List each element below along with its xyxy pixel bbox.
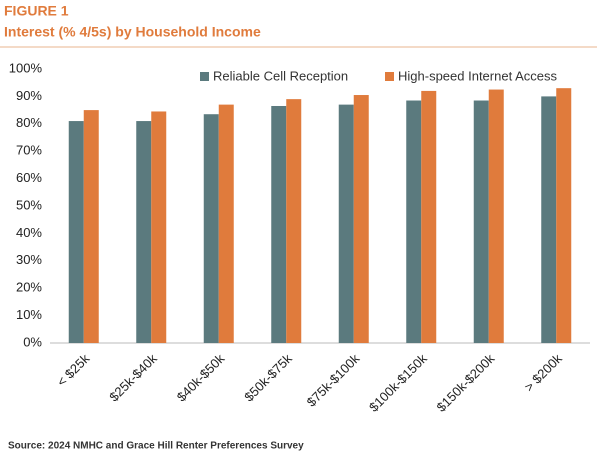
x-tick-label: $150k-$200k [434, 351, 498, 415]
bar [353, 95, 369, 343]
figure-label: FIGURE 1 [4, 3, 69, 19]
y-tick-label: 80% [16, 115, 42, 130]
x-tick-label: $25k-$40k [106, 351, 160, 405]
bar [541, 96, 557, 344]
y-tick-label: 20% [16, 280, 42, 295]
x-tick-label: < $25k [54, 351, 93, 390]
chart-title: Interest (% 4/5s) by Household Income [4, 24, 261, 40]
bar [488, 89, 504, 343]
bar [286, 99, 302, 343]
legend-label: Reliable Cell Reception [213, 68, 348, 83]
bar [218, 104, 234, 344]
bar [83, 110, 99, 343]
bar [421, 90, 437, 343]
y-tick-label: 70% [16, 143, 42, 158]
y-tick-label: 50% [16, 197, 42, 212]
y-tick-label: 40% [16, 225, 42, 240]
source: Source: 2024 NMHC and Grace Hill Renter … [8, 441, 304, 452]
x-tick-label: $100k-$150k [366, 351, 430, 415]
bar [556, 88, 572, 344]
bar [271, 105, 287, 344]
x-tick-label: $50k-$75k [241, 351, 295, 405]
y-tick-label: 30% [16, 252, 42, 267]
legend-label: High-speed Internet Access [398, 68, 557, 83]
bar [338, 104, 354, 344]
y-tick-label: 100% [9, 60, 43, 75]
bar [151, 111, 167, 343]
y-tick-label: 0% [23, 334, 42, 349]
legend-swatch [200, 72, 209, 81]
bar [473, 100, 489, 343]
y-tick-label: 90% [16, 88, 42, 103]
y-tick-label: 60% [16, 170, 42, 185]
bar [136, 121, 152, 343]
y-tick-label: 10% [16, 307, 42, 322]
x-tick-label: $40k-$50k [174, 351, 228, 405]
legend-swatch [385, 72, 394, 81]
x-tick-label: $75k-$100k [304, 351, 363, 410]
bar [203, 114, 219, 344]
x-tick-label: > $200k [521, 351, 565, 395]
bar [68, 121, 84, 343]
bar [406, 100, 422, 343]
